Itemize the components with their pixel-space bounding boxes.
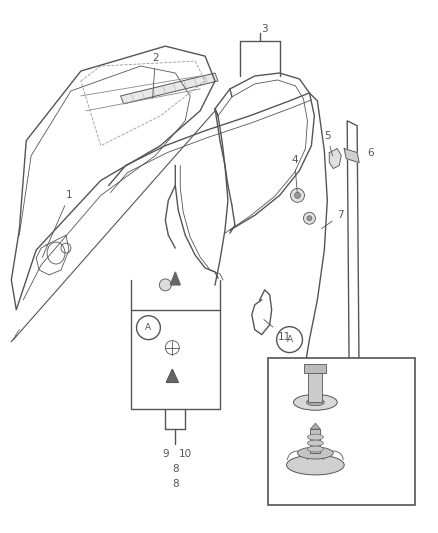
- Text: 8: 8: [172, 464, 179, 474]
- Ellipse shape: [307, 434, 323, 440]
- Text: 7: 7: [321, 210, 344, 229]
- Polygon shape: [344, 149, 359, 163]
- Bar: [131, 310, 220, 409]
- Circle shape: [304, 212, 315, 224]
- Text: 10: 10: [179, 449, 192, 459]
- Text: A: A: [286, 335, 293, 344]
- Text: 11: 11: [264, 319, 291, 342]
- Bar: [311, 429, 320, 453]
- Bar: [308, 373, 322, 402]
- Bar: [304, 365, 326, 374]
- Text: 9: 9: [375, 397, 381, 407]
- Circle shape: [290, 188, 304, 203]
- Circle shape: [294, 192, 300, 198]
- Ellipse shape: [307, 440, 323, 446]
- Text: 8: 8: [172, 479, 179, 489]
- Ellipse shape: [293, 394, 337, 410]
- Circle shape: [307, 216, 312, 221]
- Text: A: A: [145, 323, 152, 332]
- Polygon shape: [311, 423, 320, 429]
- Polygon shape: [329, 149, 341, 168]
- Circle shape: [159, 279, 171, 291]
- Polygon shape: [120, 73, 218, 104]
- Ellipse shape: [307, 399, 324, 406]
- Bar: [268, 358, 415, 505]
- Ellipse shape: [307, 446, 323, 452]
- Text: 1: 1: [42, 190, 73, 257]
- Ellipse shape: [297, 447, 333, 459]
- Polygon shape: [170, 272, 180, 285]
- Polygon shape: [166, 369, 178, 382]
- Text: 6: 6: [368, 148, 374, 158]
- Text: 9: 9: [162, 449, 169, 459]
- Text: 3: 3: [261, 24, 268, 34]
- Text: 10: 10: [375, 460, 388, 470]
- Text: 5: 5: [324, 131, 332, 156]
- Ellipse shape: [286, 455, 344, 475]
- Text: 2: 2: [152, 53, 159, 98]
- Text: 4: 4: [291, 155, 298, 192]
